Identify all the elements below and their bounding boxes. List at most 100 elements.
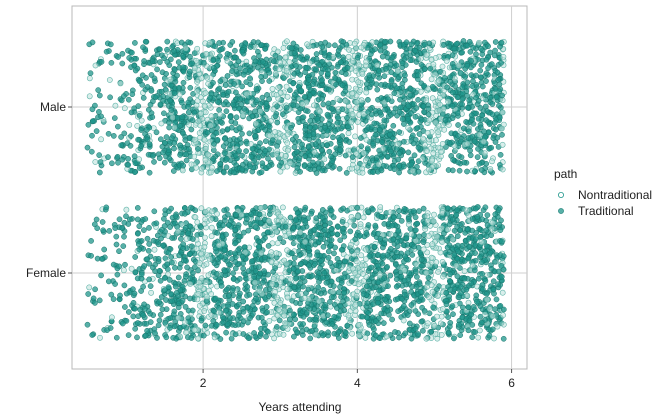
point-traditional [377, 235, 384, 242]
point-nontraditional [275, 84, 282, 91]
point-nontraditional [498, 125, 505, 132]
point-nontraditional [435, 129, 441, 135]
point-traditional [249, 113, 256, 120]
point-nontraditional [208, 164, 215, 171]
point-nontraditional [283, 83, 290, 90]
point-nontraditional [208, 233, 215, 240]
point-traditional [132, 67, 139, 74]
point-traditional [187, 295, 193, 302]
point-traditional [131, 169, 138, 175]
point-nontraditional [430, 218, 437, 225]
point-traditional [330, 134, 336, 141]
point-traditional [147, 283, 154, 289]
point-traditional [132, 40, 138, 46]
point-traditional [276, 317, 283, 324]
point-nontraditional [476, 327, 483, 334]
point-nontraditional [428, 254, 435, 261]
point-traditional [364, 300, 371, 306]
point-traditional [94, 225, 101, 232]
point-traditional [449, 115, 456, 121]
point-traditional [211, 308, 217, 314]
point-traditional [342, 258, 348, 265]
point-traditional [116, 248, 122, 255]
point-traditional [264, 229, 271, 235]
point-traditional [181, 257, 187, 264]
point-traditional [325, 86, 332, 93]
point-traditional [156, 317, 163, 324]
point-traditional [348, 278, 355, 284]
point-traditional [255, 154, 262, 161]
point-traditional [235, 321, 242, 328]
point-traditional [468, 280, 475, 287]
point-traditional [123, 213, 129, 220]
point-traditional [252, 108, 258, 115]
point-nontraditional [356, 62, 363, 69]
point-traditional [190, 270, 196, 276]
point-traditional [393, 276, 400, 283]
point-nontraditional [499, 141, 506, 148]
point-traditional [479, 83, 486, 90]
point-nontraditional [194, 45, 201, 52]
point-traditional [134, 216, 141, 223]
point-traditional [151, 159, 157, 165]
point-traditional [172, 283, 179, 290]
point-traditional [255, 243, 262, 250]
point-nontraditional [117, 80, 124, 87]
point-nontraditional [299, 101, 306, 108]
point-nontraditional [423, 52, 430, 58]
point-traditional [218, 283, 225, 289]
point-traditional [245, 227, 252, 234]
point-nontraditional [194, 79, 200, 85]
point-traditional [232, 265, 239, 272]
point-traditional [319, 214, 326, 221]
point-traditional [254, 97, 260, 104]
point-traditional [250, 302, 256, 309]
point-traditional [390, 122, 397, 129]
point-traditional [406, 320, 413, 327]
point-traditional [387, 61, 394, 68]
point-traditional [366, 278, 372, 285]
point-traditional [403, 39, 410, 46]
point-nontraditional [224, 58, 231, 65]
point-traditional [142, 38, 149, 45]
point-traditional [252, 224, 259, 231]
point-traditional [321, 227, 328, 233]
point-nontraditional [208, 224, 215, 231]
point-nontraditional [358, 262, 365, 269]
point-nontraditional [166, 91, 173, 97]
point-nontraditional [297, 229, 304, 236]
point-nontraditional [469, 262, 476, 269]
point-traditional [291, 91, 298, 98]
point-traditional [331, 250, 337, 257]
point-traditional [497, 227, 504, 233]
point-traditional [466, 317, 473, 324]
point-nontraditional [413, 261, 420, 268]
point-traditional [412, 227, 419, 233]
point-traditional [351, 222, 358, 229]
point-nontraditional [248, 141, 254, 147]
point-traditional [161, 81, 168, 88]
point-traditional [306, 162, 313, 169]
point-traditional [187, 53, 193, 60]
point-traditional [238, 101, 245, 108]
point-nontraditional [268, 249, 275, 256]
point-nontraditional [360, 278, 367, 284]
point-traditional [231, 169, 237, 176]
point-traditional [167, 97, 173, 104]
point-traditional [128, 133, 134, 139]
point-traditional [469, 334, 476, 341]
point-traditional [408, 41, 415, 48]
point-nontraditional [363, 89, 370, 96]
point-traditional [387, 245, 394, 252]
point-nontraditional [383, 333, 390, 340]
point-traditional [407, 57, 414, 64]
point-traditional [485, 65, 491, 72]
point-nontraditional [444, 226, 451, 233]
point-traditional [224, 286, 230, 293]
point-traditional [274, 119, 281, 126]
point-traditional [416, 233, 423, 240]
point-traditional [401, 121, 407, 127]
point-traditional [482, 204, 489, 211]
point-traditional [303, 326, 310, 333]
point-traditional [464, 104, 471, 111]
